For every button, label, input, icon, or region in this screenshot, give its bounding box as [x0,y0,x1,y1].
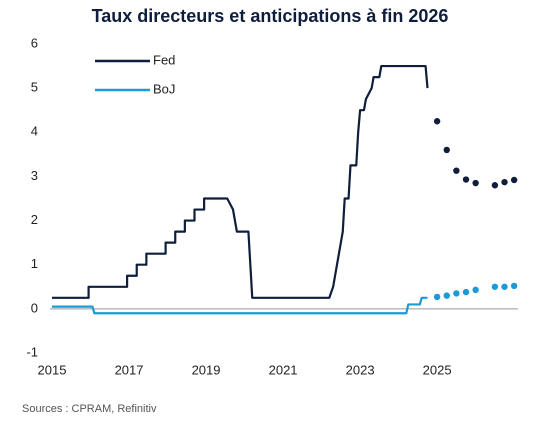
forecast-dot [501,178,508,186]
forecast-dot [443,146,450,154]
chart-title: Taux directeurs et anticipations à fin 2… [92,6,449,26]
legend-label: BoJ [153,81,175,96]
y-tick-label: 0 [31,300,38,315]
forecast-dot [510,282,518,290]
legend-label: Fed [153,52,175,67]
series-line [52,64,429,299]
forecast-dot [453,290,460,297]
forecast-dot [433,118,441,125]
y-tick-label: -1 [26,344,38,359]
forecast-dot [453,167,460,174]
y-tick-label: 2 [31,212,38,227]
forecast-dot [472,179,479,187]
forecast-dot [501,283,508,290]
forecast-dot [491,182,499,189]
x-tick-label: 2017 [115,362,144,377]
x-tick-label: 2025 [423,362,452,377]
y-tick-label: 5 [31,80,38,95]
forecast-dot [491,283,499,290]
x-tick-label: 2023 [346,362,375,377]
y-tick-label: 3 [31,168,38,183]
forecast-dot [472,286,479,294]
x-tick-label: 2021 [269,362,298,377]
forecast-dot [510,176,518,184]
series-line [52,296,428,315]
x-tick-label: 2015 [38,362,67,377]
forecast-dot [462,176,470,183]
source-note: Sources : CPRAM, Refinitiv [22,403,157,415]
forecast-dot [443,292,450,299]
y-tick-label: 6 [31,35,38,50]
y-tick-label: 4 [31,124,38,139]
forecast-dot [433,293,441,301]
x-tick-label: 2019 [192,362,221,377]
forecast-dot [462,288,470,296]
y-tick-label: 1 [31,256,38,271]
